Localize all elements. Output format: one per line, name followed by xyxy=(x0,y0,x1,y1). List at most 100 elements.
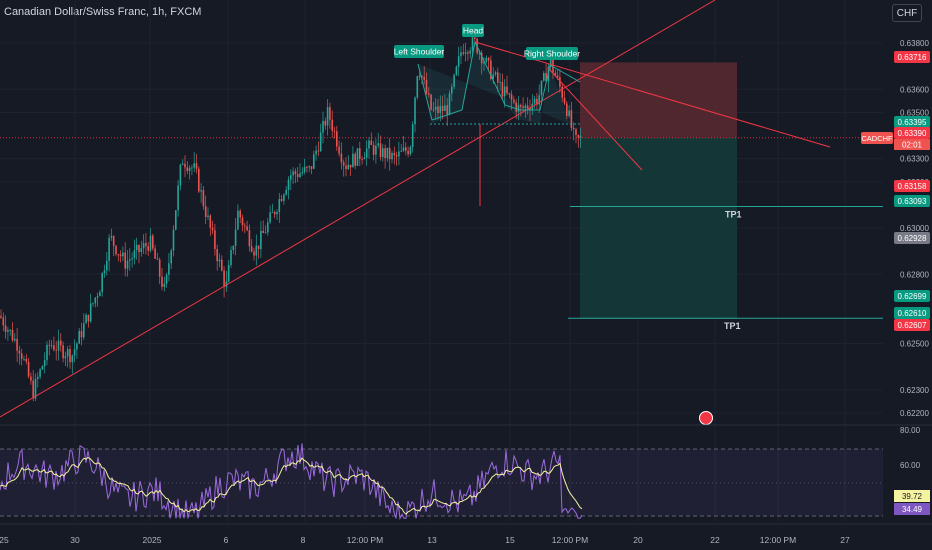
candle-body xyxy=(227,265,230,282)
price-tick: 0.63500 xyxy=(900,108,929,117)
candle-body xyxy=(73,349,76,356)
price-tick: 0.63800 xyxy=(900,39,929,48)
candle-body xyxy=(414,97,416,125)
candle-body xyxy=(338,146,340,154)
candle-body xyxy=(538,95,540,105)
candle-body xyxy=(556,75,559,78)
candle-body xyxy=(60,340,62,346)
candle-body xyxy=(310,166,313,169)
price-label-bg xyxy=(894,232,930,244)
candle-body xyxy=(416,76,419,98)
candle-body xyxy=(133,250,136,259)
uptrend-line xyxy=(0,0,716,418)
right-shoulder-label-text: Right Shoulder xyxy=(524,49,580,59)
candle-body xyxy=(487,57,490,61)
candle-body xyxy=(50,345,53,347)
price-label: 0.63158 xyxy=(898,182,927,191)
head-label-bg xyxy=(462,24,484,37)
candle-body xyxy=(37,376,39,379)
candle-body xyxy=(386,147,389,159)
price-tick: 0.63600 xyxy=(900,85,929,94)
candle-body xyxy=(432,109,435,111)
candle-body xyxy=(269,212,271,223)
candle-body xyxy=(359,148,361,160)
candle-body xyxy=(563,97,566,104)
candle-body xyxy=(78,330,80,344)
candle-body xyxy=(106,260,108,271)
candle-body xyxy=(384,148,386,159)
rsi-ma-value: 34.49 xyxy=(902,505,923,514)
price-label: 0.62610 xyxy=(898,309,927,318)
candle-body xyxy=(388,147,391,160)
candle-body xyxy=(80,330,83,338)
candle-body xyxy=(117,254,120,255)
candle-body xyxy=(250,246,253,252)
candle-body xyxy=(2,317,5,326)
rsi-ma-value-bg xyxy=(894,503,930,515)
candle-body xyxy=(276,212,278,215)
left-shoulder-label-text: Left Shoulder xyxy=(394,47,445,57)
candle-body xyxy=(241,217,244,226)
time-tick: 12:00 PM xyxy=(760,535,796,545)
candle-body xyxy=(540,80,543,96)
candle-body xyxy=(41,366,44,370)
candle-body xyxy=(25,358,28,362)
rsi-band xyxy=(0,449,883,516)
time-tick: 25 xyxy=(0,535,9,545)
candle-body xyxy=(444,105,446,111)
candle-body xyxy=(39,369,41,377)
countdown-text: 02:01 xyxy=(902,141,923,150)
candle-body xyxy=(152,235,154,249)
candle-body xyxy=(308,166,310,168)
candle-body xyxy=(494,72,497,75)
candle-body xyxy=(506,86,508,94)
candle-body xyxy=(264,232,267,234)
candle-body xyxy=(4,325,7,332)
candle-body xyxy=(313,154,315,169)
candle-body xyxy=(434,106,437,110)
price-tick: 0.62500 xyxy=(900,340,929,349)
candle-body xyxy=(55,349,57,351)
candle-body xyxy=(490,60,492,80)
candle-body xyxy=(474,37,476,39)
candle-body xyxy=(522,106,524,108)
candle-body xyxy=(464,52,467,54)
candle-body xyxy=(533,98,536,104)
candle-body xyxy=(165,274,168,284)
candle-body xyxy=(455,66,458,75)
countdown-bg xyxy=(894,139,930,150)
currency-selector[interactable]: CHF xyxy=(892,4,922,22)
candle-body xyxy=(186,167,189,171)
price-label-bg xyxy=(894,127,930,139)
alert-icon xyxy=(699,411,713,425)
candle-body xyxy=(223,270,225,287)
price-label: 0.63390 xyxy=(898,129,927,138)
time-tick: 27 xyxy=(840,535,850,545)
candle-body xyxy=(365,148,368,158)
candle-body xyxy=(503,86,506,97)
candle-body xyxy=(446,105,448,115)
candle-body xyxy=(299,173,301,177)
candle-body xyxy=(85,314,87,324)
candle-body xyxy=(453,74,455,87)
candle-body xyxy=(340,153,343,163)
price-label-bg xyxy=(894,319,930,331)
price-label-bg xyxy=(894,307,930,319)
candle-body xyxy=(216,249,218,262)
candle-body xyxy=(149,235,152,251)
candle-body xyxy=(204,206,207,217)
candle-body xyxy=(478,52,481,54)
candle-body xyxy=(469,50,471,54)
candle-body xyxy=(18,350,21,354)
candle-body xyxy=(161,276,163,287)
candle-body xyxy=(89,303,92,322)
candle-body xyxy=(333,130,336,132)
time-tick: 6 xyxy=(224,535,229,545)
candle-body xyxy=(395,155,398,157)
candle-body xyxy=(66,349,69,357)
candle-body xyxy=(108,237,110,261)
candle-body xyxy=(16,338,18,351)
candle-body xyxy=(244,225,246,227)
